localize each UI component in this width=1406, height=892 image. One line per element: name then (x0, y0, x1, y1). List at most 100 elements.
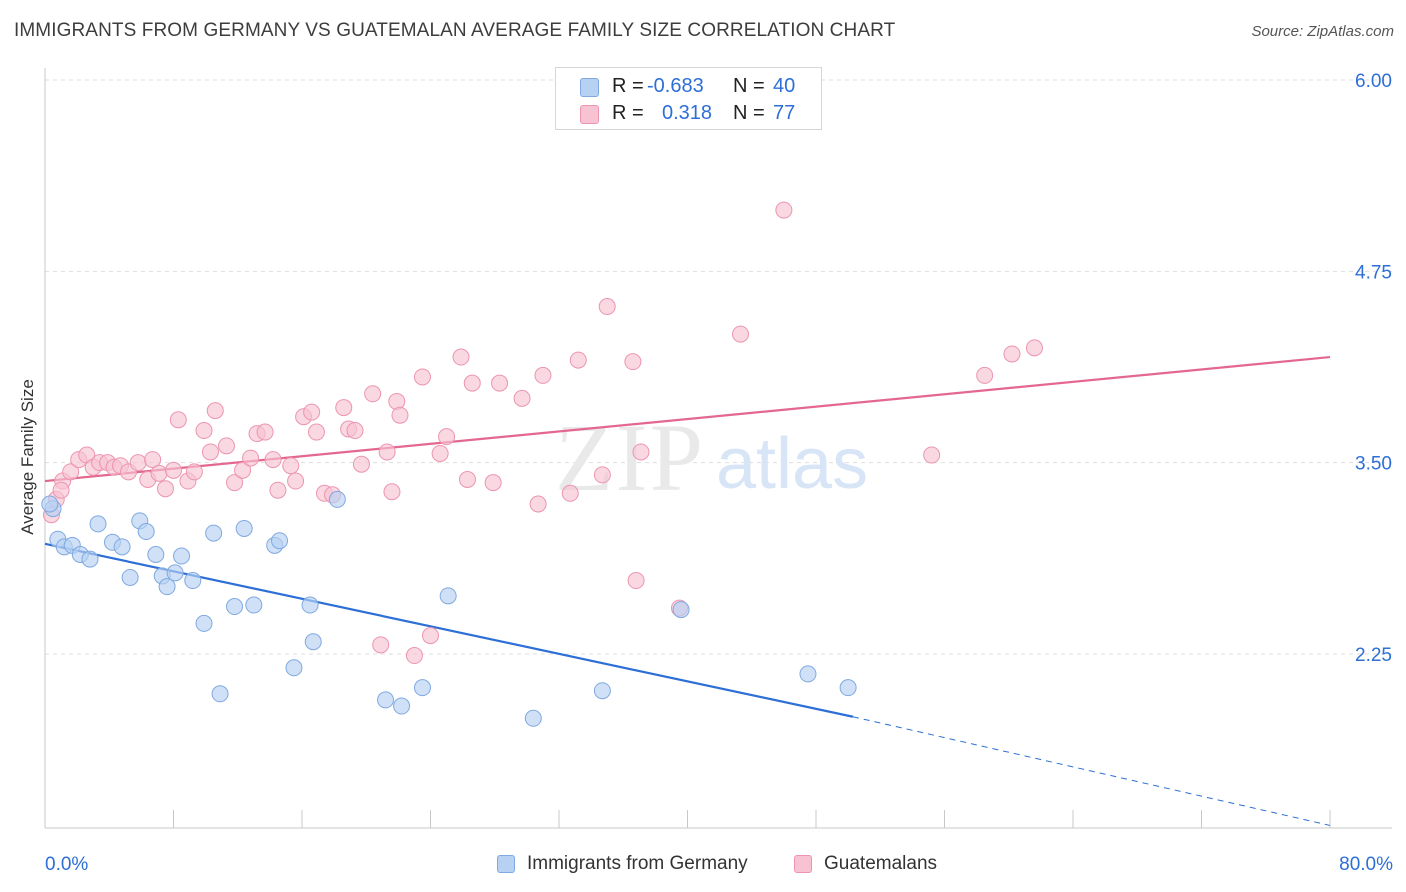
guatemalans-point (732, 325, 750, 343)
germany-point (839, 679, 857, 697)
guatemalans-point (52, 481, 70, 499)
guatemalans-point (372, 636, 390, 654)
series-legend: Immigrants from Germany Guatemalans (0, 850, 1406, 880)
chart-title: IMMIGRANTS FROM GERMANY VS GUATEMALAN AV… (14, 20, 896, 41)
germany-point (195, 614, 213, 632)
germany-point (184, 572, 202, 590)
points-layer (41, 201, 1043, 727)
guatemalans-point (307, 423, 325, 441)
guatemalans-point (165, 461, 182, 479)
guatemalans-point (431, 444, 449, 462)
germany-point (113, 538, 131, 556)
guatemalans-point (201, 443, 219, 461)
watermark: ZIP atlas (555, 404, 868, 511)
guatemalans-point (534, 366, 552, 384)
germany-trend-extension (852, 716, 1331, 826)
guatemalans-point (458, 471, 476, 489)
germany-point (245, 596, 263, 614)
guatemalans-point (775, 201, 793, 219)
guatemalans-point (422, 627, 439, 645)
germany-swatch (580, 78, 599, 97)
guatemalans-point (388, 392, 406, 410)
stats-row-guatemalans: R = 0.318 N = 77 (580, 102, 810, 128)
germany-point (81, 550, 99, 568)
legend-item-guatemalans[interactable]: Guatemalans (794, 853, 937, 875)
n-value: 77 (773, 102, 796, 124)
guatemalans-point (242, 449, 260, 467)
n-label: N = (733, 75, 765, 97)
guatemalans-point (627, 572, 645, 590)
guatemalans-point (529, 495, 547, 513)
guatemalans-point (463, 374, 481, 392)
guatemalans-point (303, 403, 321, 421)
r-value: -0.683 (647, 75, 704, 97)
guatemalans-point (206, 402, 224, 420)
guatemalans-point (218, 437, 236, 455)
guatemalans-point (156, 480, 174, 498)
guatemalans-point (438, 428, 456, 446)
guatemalans-point (632, 443, 650, 461)
guatemalans-point (234, 461, 252, 479)
germany-point (166, 564, 184, 582)
source-credit: Source: ZipAtlas.com (1251, 23, 1394, 40)
germany-point (211, 685, 229, 703)
guatemalans-point (1003, 345, 1021, 363)
germany-point (205, 524, 223, 542)
r-label: R = (612, 102, 644, 124)
guatemalans-point (561, 484, 579, 502)
guatemalans-point (513, 389, 531, 407)
guatemalans-point (624, 353, 642, 371)
n-label: N = (733, 102, 765, 124)
guatemalans-point (569, 351, 587, 369)
germany-point (173, 547, 191, 565)
guatemalans-point (129, 454, 147, 472)
guatemalans-point (364, 385, 382, 403)
guatemalans-point (62, 463, 80, 481)
y-tick-label: 4.75 (1355, 262, 1392, 283)
guatemalans-point (185, 463, 203, 481)
germany-point (439, 587, 457, 605)
guatemalans-point (335, 399, 353, 417)
legend-label: Immigrants from Germany (527, 853, 748, 874)
germany-point (593, 682, 611, 700)
germany-point (235, 519, 253, 537)
guatemalans-swatch (580, 105, 599, 124)
germany-point (413, 679, 431, 697)
guatemalans-point (391, 406, 409, 424)
germany-point (301, 596, 319, 614)
germany-point (304, 633, 322, 651)
guatemalans-point (484, 474, 502, 492)
germany-point (41, 495, 59, 513)
guatemalans-point (169, 411, 187, 429)
germany-point (328, 490, 346, 508)
germany-point (147, 546, 165, 564)
guatemalans-point (195, 422, 213, 440)
guatemalans-point (593, 466, 611, 484)
guatemalans-point (352, 455, 370, 473)
stats-legend: R = -0.683 N = 40 R = 0.318 N = 77 (555, 67, 822, 130)
legend-item-germany[interactable]: Immigrants from Germany (497, 853, 748, 875)
guatemalans-point (378, 443, 396, 461)
x-min-label: 0.0% (45, 854, 88, 875)
guatemalans-point (405, 647, 423, 665)
germany-point (137, 523, 155, 541)
germany-point (158, 578, 176, 596)
guatemalans-point (413, 368, 431, 386)
guatemalans-point (144, 451, 162, 469)
guatemalans-point (923, 446, 941, 464)
tick-label-layer: 6.00 4.75 3.50 2.25 0.0% 80.0% Average Family … (18, 71, 1393, 875)
germany-point (121, 568, 139, 586)
guatemalans-point (282, 457, 300, 475)
guatemalans-point (269, 481, 287, 499)
legend-label: Guatemalans (824, 853, 938, 874)
y-tick-label: 2.25 (1355, 645, 1392, 666)
guatemalans-point (256, 423, 274, 441)
germany-point (524, 709, 542, 727)
guatemalans-point (150, 464, 168, 482)
guatemalans-point (264, 451, 282, 469)
guatemalans-point (491, 374, 509, 392)
germany-point (393, 697, 411, 715)
n-value: 40 (773, 75, 796, 97)
